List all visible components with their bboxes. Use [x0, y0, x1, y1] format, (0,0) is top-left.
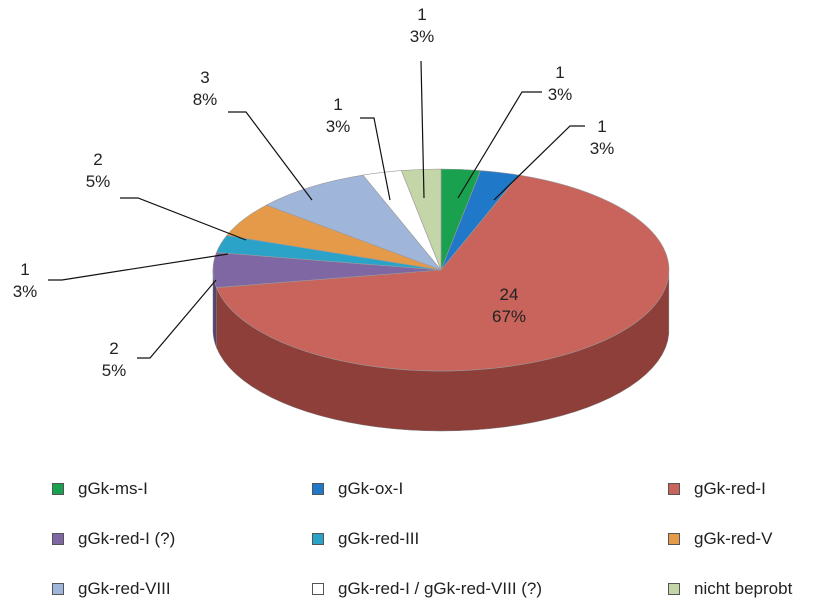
data-label-percent-8: 3%: [410, 27, 435, 46]
data-label-value-4: 1: [20, 260, 29, 279]
data-label-value-6: 3: [200, 68, 209, 87]
data-label-percent-4: 3%: [13, 282, 38, 301]
data-label-percent-3: 5%: [102, 361, 127, 380]
data-label-value-3: 2: [109, 339, 118, 358]
data-label-value-0: 1: [555, 63, 564, 82]
pie-slice-2: [216, 174, 670, 372]
leader-line-3: [137, 279, 217, 359]
data-label-value-8: 1: [417, 5, 426, 24]
data-label-value-1: 1: [597, 117, 606, 136]
leader-line-6: [228, 111, 313, 201]
data-label-value-2: 24: [500, 285, 519, 304]
data-label-percent-7: 3%: [326, 117, 351, 136]
leader-line-0: [457, 91, 542, 199]
pie-slice-6: [265, 174, 442, 271]
data-label-value-7: 1: [333, 95, 342, 114]
leader-line-8: [420, 60, 425, 199]
data-label-percent-2: 67%: [492, 307, 526, 326]
leader-line-7: [360, 117, 391, 201]
data-label-percent-0: 3%: [548, 85, 573, 104]
data-label-percent-5: 5%: [86, 172, 111, 191]
data-label-percent-1: 3%: [590, 139, 615, 158]
data-label-percent-6: 8%: [193, 90, 218, 109]
leader-line-1: [493, 125, 585, 201]
leader-line-4: [48, 253, 229, 281]
data-label-value-5: 2: [93, 150, 102, 169]
pie-slice-8: [400, 168, 442, 271]
leader-line-5: [120, 197, 247, 241]
